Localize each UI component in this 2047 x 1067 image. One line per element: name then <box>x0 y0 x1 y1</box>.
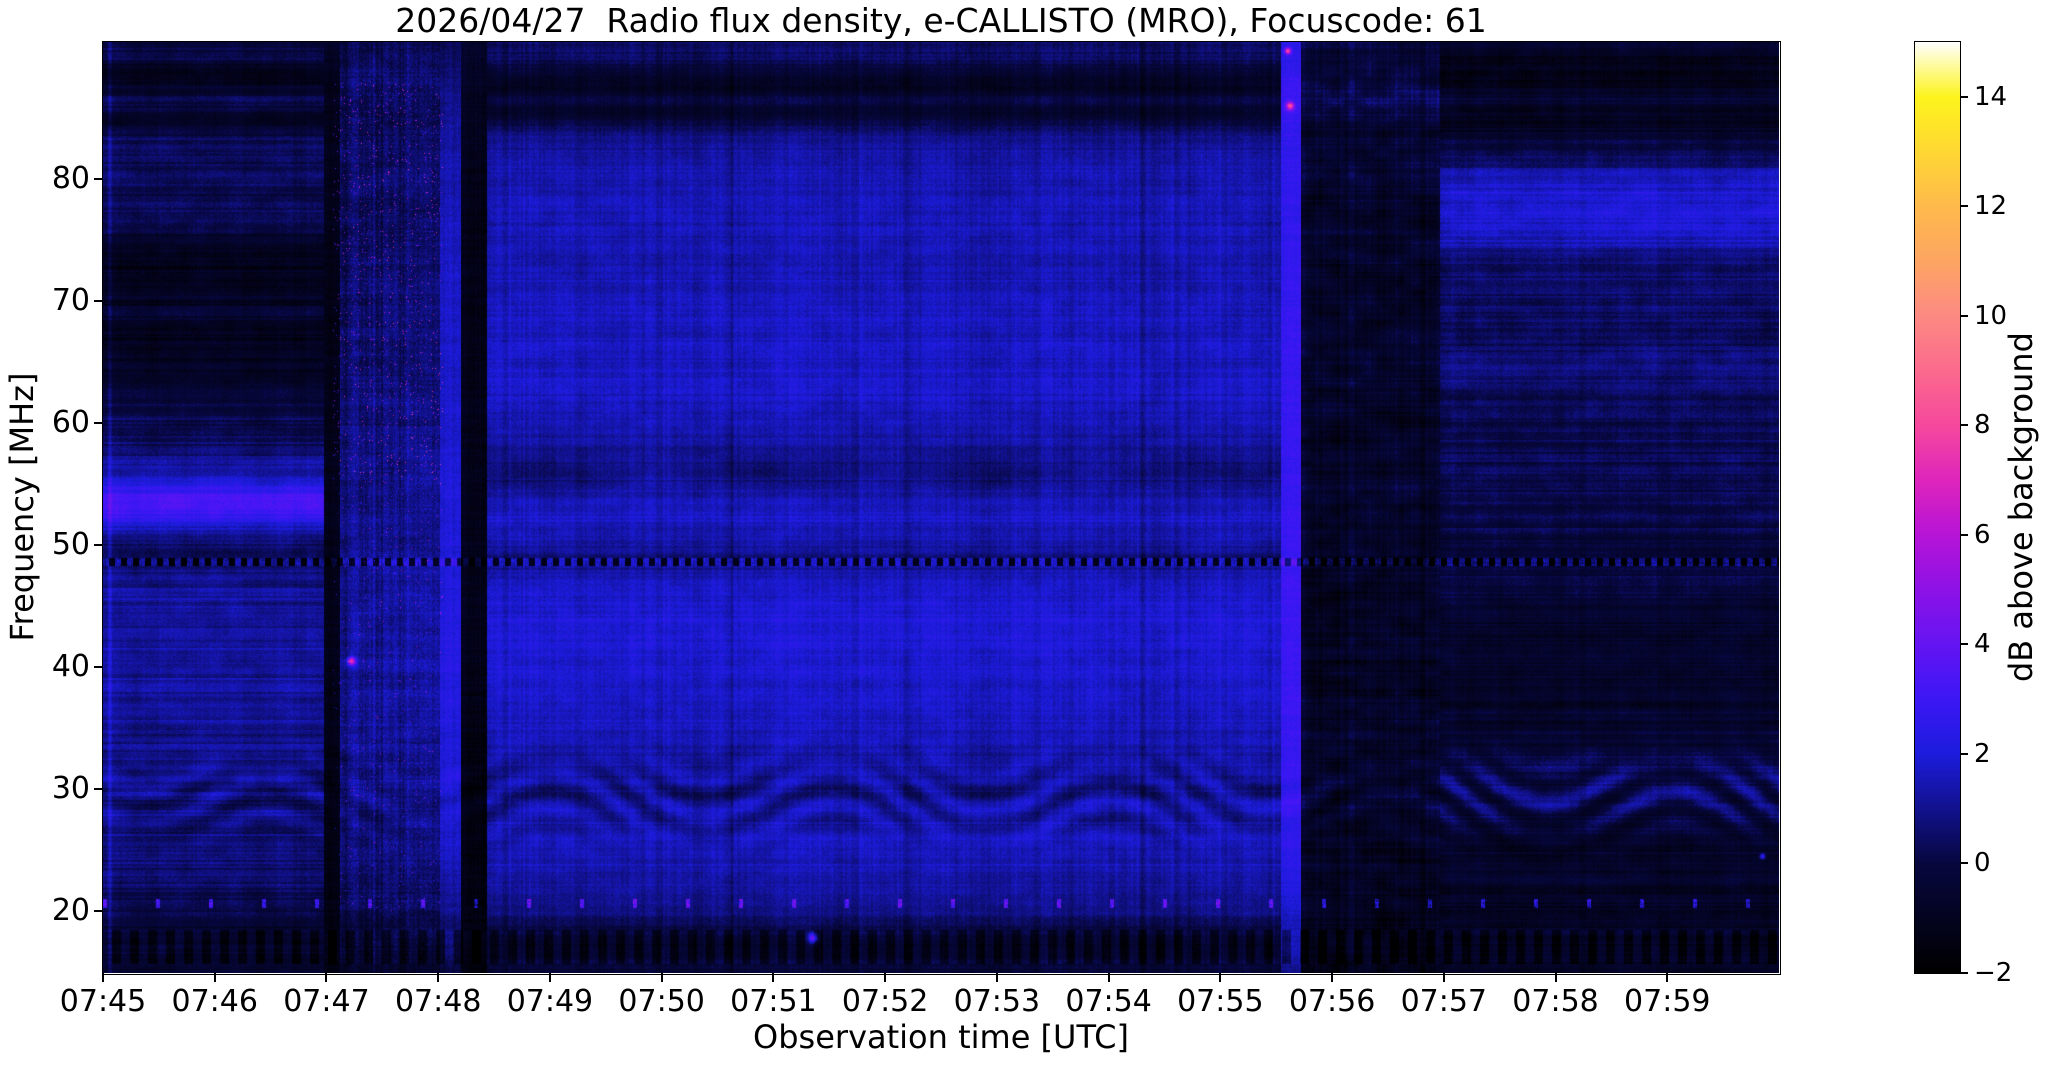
colorbar-tick-mark <box>1960 752 1968 755</box>
colorbar-tick-mark <box>1960 643 1968 646</box>
x-tick-label: 07:46 <box>171 984 258 1019</box>
x-tick-mark <box>1442 973 1445 982</box>
x-tick-mark <box>548 973 551 982</box>
x-tick-label: 07:58 <box>1512 984 1599 1019</box>
x-tick-mark <box>213 973 216 982</box>
x-tick-mark <box>660 973 663 982</box>
x-tick-label: 07:50 <box>618 984 705 1019</box>
y-tick-label: 80 <box>51 160 90 196</box>
colorbar-tick-label: 14 <box>1974 81 2008 112</box>
y-tick-label: 70 <box>51 282 90 318</box>
y-tick-mark <box>94 665 103 668</box>
y-tick-mark <box>94 421 103 424</box>
x-tick-mark <box>884 973 887 982</box>
x-tick-label: 07:56 <box>1288 984 1376 1019</box>
x-tick-mark <box>325 973 328 982</box>
colorbar-tick-mark <box>1960 862 1968 865</box>
x-tick-mark <box>772 973 775 982</box>
colorbar-tick-label: 10 <box>1974 300 2008 331</box>
x-tick-label: 07:48 <box>394 984 482 1019</box>
x-tick-label: 07:57 <box>1400 984 1488 1019</box>
y-tick-mark <box>94 543 103 546</box>
y-tick-mark <box>94 177 103 180</box>
y-tick-mark <box>94 909 103 912</box>
y-tick-label: 60 <box>51 404 90 440</box>
x-tick-label: 07:45 <box>59 984 147 1019</box>
x-tick-label: 07:52 <box>841 984 929 1019</box>
colorbar-tick-label: 2 <box>1974 738 1991 769</box>
x-tick-label: 07:47 <box>283 984 370 1019</box>
y-tick-label: 40 <box>51 648 90 684</box>
colorbar-tick-label: 4 <box>1974 629 1991 660</box>
x-tick-mark <box>102 973 104 982</box>
x-tick-mark <box>1219 973 1222 982</box>
x-tick-label: 07:51 <box>730 984 817 1019</box>
figure-title: 2026/04/27 Radio flux density, e-CALLIST… <box>395 1 1487 40</box>
colorbar-tick-label: 8 <box>1974 410 1991 441</box>
x-tick-label: 07:53 <box>953 984 1041 1019</box>
colorbar-tick-mark <box>1960 314 1968 317</box>
colorbar <box>1914 41 1961 974</box>
colorbar-tick-label: −2 <box>1974 958 2013 988</box>
colorbar-tick-label: 0 <box>1974 848 1991 879</box>
spectrogram-heatmap <box>103 42 1779 973</box>
x-tick-mark <box>437 973 440 982</box>
y-tick-mark <box>94 299 103 302</box>
colorbar-tick-mark <box>1960 972 1968 974</box>
x-tick-mark <box>1107 973 1110 982</box>
x-tick-label: 07:49 <box>506 984 594 1019</box>
x-tick-mark <box>1331 973 1334 982</box>
x-tick-mark <box>995 973 998 982</box>
colorbar-tick-mark <box>1960 533 1968 536</box>
colorbar-tick-mark <box>1960 95 1968 98</box>
x-tick-mark <box>1666 973 1669 982</box>
y-tick-label: 30 <box>51 770 90 806</box>
y-tick-mark <box>94 787 103 790</box>
colorbar-tick-label: 12 <box>1974 191 2008 222</box>
colorbar-tick-mark <box>1960 205 1968 208</box>
x-tick-label: 07:59 <box>1624 984 1711 1019</box>
x-tick-label: 07:54 <box>1065 984 1152 1019</box>
colorbar-tick-mark <box>1960 424 1968 427</box>
y-tick-label: 20 <box>51 892 90 928</box>
y-tick-label: 50 <box>51 526 90 562</box>
x-tick-mark <box>1554 973 1557 982</box>
colorbar-tick-label: 6 <box>1974 519 1991 550</box>
colorbar-label: dB above background <box>2002 332 2040 682</box>
x-axis-label: Observation time [UTC] <box>753 1018 1129 1056</box>
x-tick-label: 07:55 <box>1177 984 1264 1019</box>
